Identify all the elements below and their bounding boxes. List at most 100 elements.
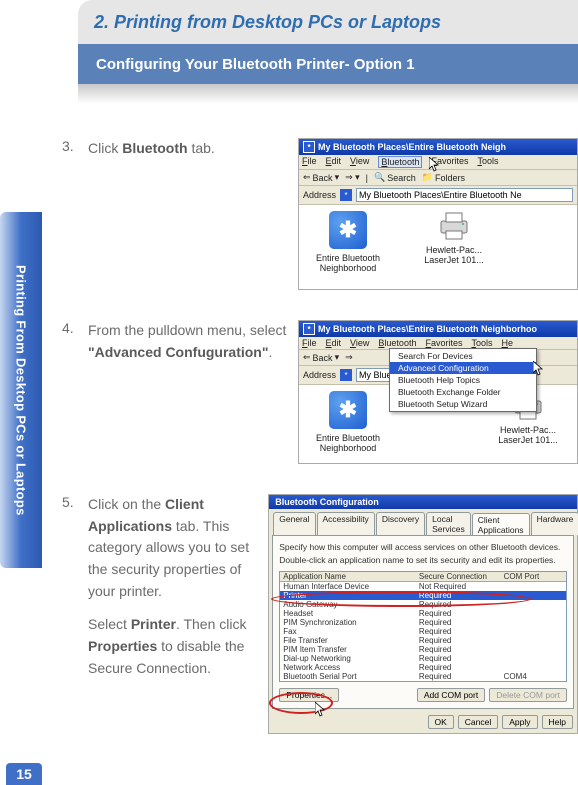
entire-bt-neighborhood-item[interactable]: ✱ Entire Bluetooth Neighborhood [305, 211, 391, 283]
subsection-title: Configuring Your Bluetooth Printer- Opti… [78, 44, 578, 84]
dialog-buttons: OK Cancel Apply Help [269, 712, 577, 733]
content-area: 3. Click Bluetooth tab. * My Bluetooth P… [62, 138, 578, 785]
printer-item[interactable]: Hewlett-Pac... LaserJet 101... [411, 211, 497, 283]
forward-button[interactable]: ⇒ [345, 352, 353, 363]
bluetooth-icon: * [340, 189, 352, 201]
table-row[interactable]: Network AccessRequired [280, 663, 566, 672]
s5p2b: Printer [131, 616, 176, 632]
table-row[interactable]: PIM SynchronizationRequired [280, 618, 566, 627]
shot3-body: Specify how this computer will access se… [272, 535, 574, 709]
step-4-num: 4. [62, 320, 78, 336]
step-5: 5. Click on the Client Applications tab.… [62, 494, 578, 734]
back-button[interactable]: ⇐ Back ▾ [303, 352, 339, 363]
table-row[interactable]: Bluetooth Serial PortRequiredCOM4 [280, 672, 566, 681]
s5p2a: Select [88, 616, 131, 632]
properties-button[interactable]: Properties... [279, 688, 339, 702]
menu-bluetooth[interactable]: Bluetooth [378, 338, 416, 348]
step-5-text: Click on the Client Applications tab. Th… [88, 494, 258, 692]
screenshot-1: * My Bluetooth Places\Entire Bluetooth N… [298, 138, 578, 290]
step-4-text-b: . [269, 344, 273, 360]
table-row[interactable]: HeadsetRequired [280, 609, 566, 618]
bluetooth-icon: * [303, 141, 315, 153]
menu-tools[interactable]: Tools [471, 338, 492, 348]
menu-bluetooth[interactable]: Bluetooth [378, 156, 422, 168]
side-tab: Printing From Desktop PCs or Laptops [0, 212, 42, 568]
tab-discovery[interactable]: Discovery [376, 512, 425, 535]
table-row[interactable]: Human Interface DeviceNot Required [280, 582, 566, 591]
step-3-text-a: Click [88, 140, 122, 156]
item2-label-b: LaserJet 101... [498, 435, 558, 445]
search-button[interactable]: 🔍 Search [374, 172, 416, 183]
address-input[interactable] [356, 188, 573, 202]
printer-icon [437, 211, 471, 241]
help-button[interactable]: Help [542, 715, 573, 729]
forward-button[interactable]: ⇒ ▾ [345, 172, 360, 183]
table-row[interactable]: PIM Item TransferRequired [280, 645, 566, 654]
dd-help-topics[interactable]: Bluetooth Help Topics [390, 374, 536, 386]
tab-local-services[interactable]: Local Services [426, 512, 471, 535]
entire-bt-neighborhood-item[interactable]: ✱ Entire Bluetooth Neighborhood [305, 391, 391, 457]
dd-setup-wizard[interactable]: Bluetooth Setup Wizard [390, 398, 536, 410]
dd-search-devices[interactable]: Search For Devices [390, 350, 536, 362]
step-3-text: Click Bluetooth tab. [88, 138, 288, 160]
col-appname[interactable]: Application Name [283, 572, 419, 581]
menu-view[interactable]: View [350, 338, 369, 348]
tab-hardware[interactable]: Hardware [531, 512, 578, 535]
menu-favorites[interactable]: Favorites [425, 338, 462, 348]
menu-help[interactable]: He [501, 338, 513, 348]
shot2-titlebar: * My Bluetooth Places\Entire Bluetooth N… [299, 321, 577, 337]
tab-client-applications[interactable]: Client Applications [472, 513, 530, 536]
sep: | [366, 173, 368, 183]
bluetooth-icon: * [303, 323, 315, 335]
step-3-text-b: tab. [188, 140, 215, 156]
step-3-text-bold: Bluetooth [122, 140, 187, 156]
menu-favorites[interactable]: Favorites [431, 156, 468, 168]
shot1-addressbar: Address * [299, 186, 577, 205]
delete-com-button[interactable]: Delete COM port [489, 688, 567, 702]
bluetooth-logo-icon: ✱ [329, 211, 367, 249]
dd-exchange-folder[interactable]: Bluetooth Exchange Folder [390, 386, 536, 398]
step-4-text-a: From the pulldown menu, select [88, 322, 286, 338]
menu-view[interactable]: View [350, 156, 369, 168]
menu-tools[interactable]: Tools [477, 156, 498, 168]
bluetooth-logo-icon: ✱ [329, 391, 367, 429]
tab-accessibility[interactable]: Accessibility [317, 512, 375, 535]
screenshot-3: Bluetooth Configuration General Accessib… [268, 494, 578, 734]
menu-file[interactable]: File [302, 338, 317, 348]
s5p2c: . Then click [176, 616, 247, 632]
s5p2d: Properties [88, 638, 157, 654]
ok-button[interactable]: OK [428, 715, 454, 729]
bluetooth-dropdown-menu: Search For Devices Advanced Configuratio… [389, 348, 537, 412]
folders-button[interactable]: 📁 Folders [422, 172, 465, 183]
address-label: Address [303, 190, 336, 200]
section-title: 2. Printing from Desktop PCs or Laptops [78, 0, 578, 44]
table-header: Application Name Secure Connection COM P… [280, 572, 566, 582]
tab-general[interactable]: General [273, 512, 315, 535]
step-3-num: 3. [62, 138, 78, 154]
intro-2: Double-click an application name to set … [279, 555, 567, 565]
dd-advanced-config[interactable]: Advanced Configuration [390, 362, 536, 374]
col-secure[interactable]: Secure Connection [419, 572, 504, 581]
table-row[interactable]: Audio GatewayRequired [280, 600, 566, 609]
add-com-button[interactable]: Add COM port [417, 688, 485, 702]
step-4: 4. From the pulldown menu, select "Advan… [62, 320, 578, 464]
item2-label-a: Hewlett-Pac... [500, 425, 556, 435]
menu-edit[interactable]: Edit [326, 156, 342, 168]
side-tab-label: Printing From Desktop PCs or Laptops [14, 265, 29, 516]
table-row[interactable]: FaxRequired [280, 627, 566, 636]
shot1-toolbar: ⇐ Back ▾ ⇒ ▾ | 🔍 Search 📁 Folders [299, 170, 577, 186]
table-row[interactable]: Dial-up NetworkingRequired [280, 654, 566, 663]
step-4-text: From the pulldown menu, select "Advanced… [88, 320, 288, 363]
shot1-body: ✱ Entire Bluetooth Neighborhood Hewlett-… [299, 205, 577, 289]
table-row[interactable]: File TransferRequired [280, 636, 566, 645]
apply-button[interactable]: Apply [502, 715, 537, 729]
page-number: 15 [6, 763, 42, 785]
table-row-printer[interactable]: PrinterRequired [280, 591, 566, 600]
menu-edit[interactable]: Edit [326, 338, 342, 348]
mid-buttons: Properties... Add COM port Delete COM po… [279, 688, 567, 702]
menu-file[interactable]: File [302, 156, 317, 168]
col-comport[interactable]: COM Port [504, 572, 563, 581]
address-label: Address [303, 370, 336, 380]
back-button[interactable]: ⇐ Back ▾ [303, 172, 339, 183]
cancel-button[interactable]: Cancel [458, 715, 498, 729]
